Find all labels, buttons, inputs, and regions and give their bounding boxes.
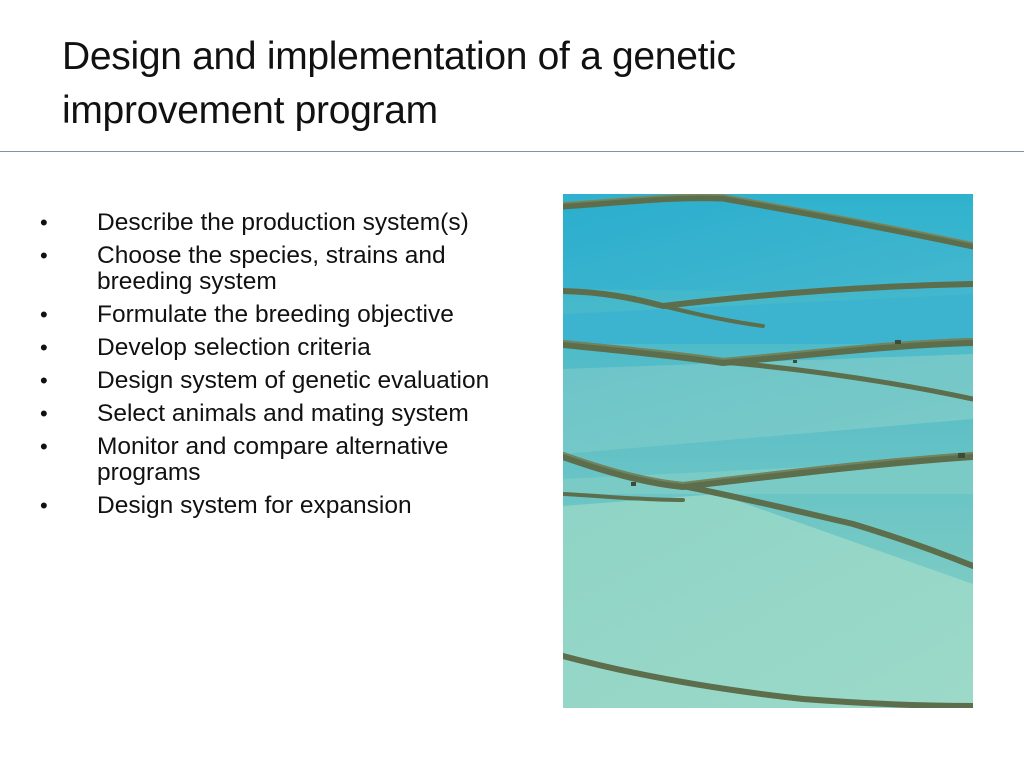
bullet-text: Design system of genetic evaluation: [97, 367, 490, 394]
list-item: • Develop selection criteria: [40, 335, 510, 361]
pond-upper: [563, 294, 973, 344]
embankment-highlights: [563, 194, 973, 485]
bullet-icon: •: [40, 493, 48, 518]
list-item: • Select animals and mating system: [40, 401, 510, 427]
pond-top: [563, 196, 973, 294]
bullet-text: Design system for expansion: [97, 492, 412, 519]
bullet-text: Choose the species, strains and breeding…: [97, 242, 446, 295]
bullet-list: • Describe the production system(s) • Ch…: [40, 210, 510, 526]
pond-structures: [631, 340, 965, 486]
bullet-icon: •: [40, 210, 48, 235]
embankments: [563, 194, 973, 708]
pond-bottom: [563, 494, 973, 708]
aquaculture-ponds-photo: [563, 194, 973, 708]
list-item: • Monitor and compare alternative progra…: [40, 434, 510, 486]
list-item: • Describe the production system(s): [40, 210, 510, 236]
bullet-text: Select animals and mating system: [97, 400, 469, 427]
list-item: • Design system of genetic evaluation: [40, 368, 510, 394]
bullet-text: Develop selection criteria: [97, 334, 371, 361]
bullet-icon: •: [40, 368, 48, 393]
list-item: • Formulate the breeding objective: [40, 302, 510, 328]
list-item: • Design system for expansion: [40, 493, 510, 519]
bullet-text: Formulate the breeding objective: [97, 301, 454, 328]
bullet-icon: •: [40, 401, 48, 426]
bullet-text: Describe the production system(s): [97, 209, 469, 236]
slide-title: Design and implementation of a genetic i…: [62, 35, 736, 132]
bullet-icon: •: [40, 302, 48, 327]
list-item: • Choose the species, strains and breedi…: [40, 243, 510, 295]
title-divider: [0, 151, 1024, 152]
bullet-icon: •: [40, 335, 48, 360]
aquaculture-ponds-illustration: [563, 194, 973, 708]
bullet-icon: •: [40, 434, 48, 459]
bullet-text: Monitor and compare alternative programs: [97, 433, 449, 486]
bullet-icon: •: [40, 243, 48, 268]
